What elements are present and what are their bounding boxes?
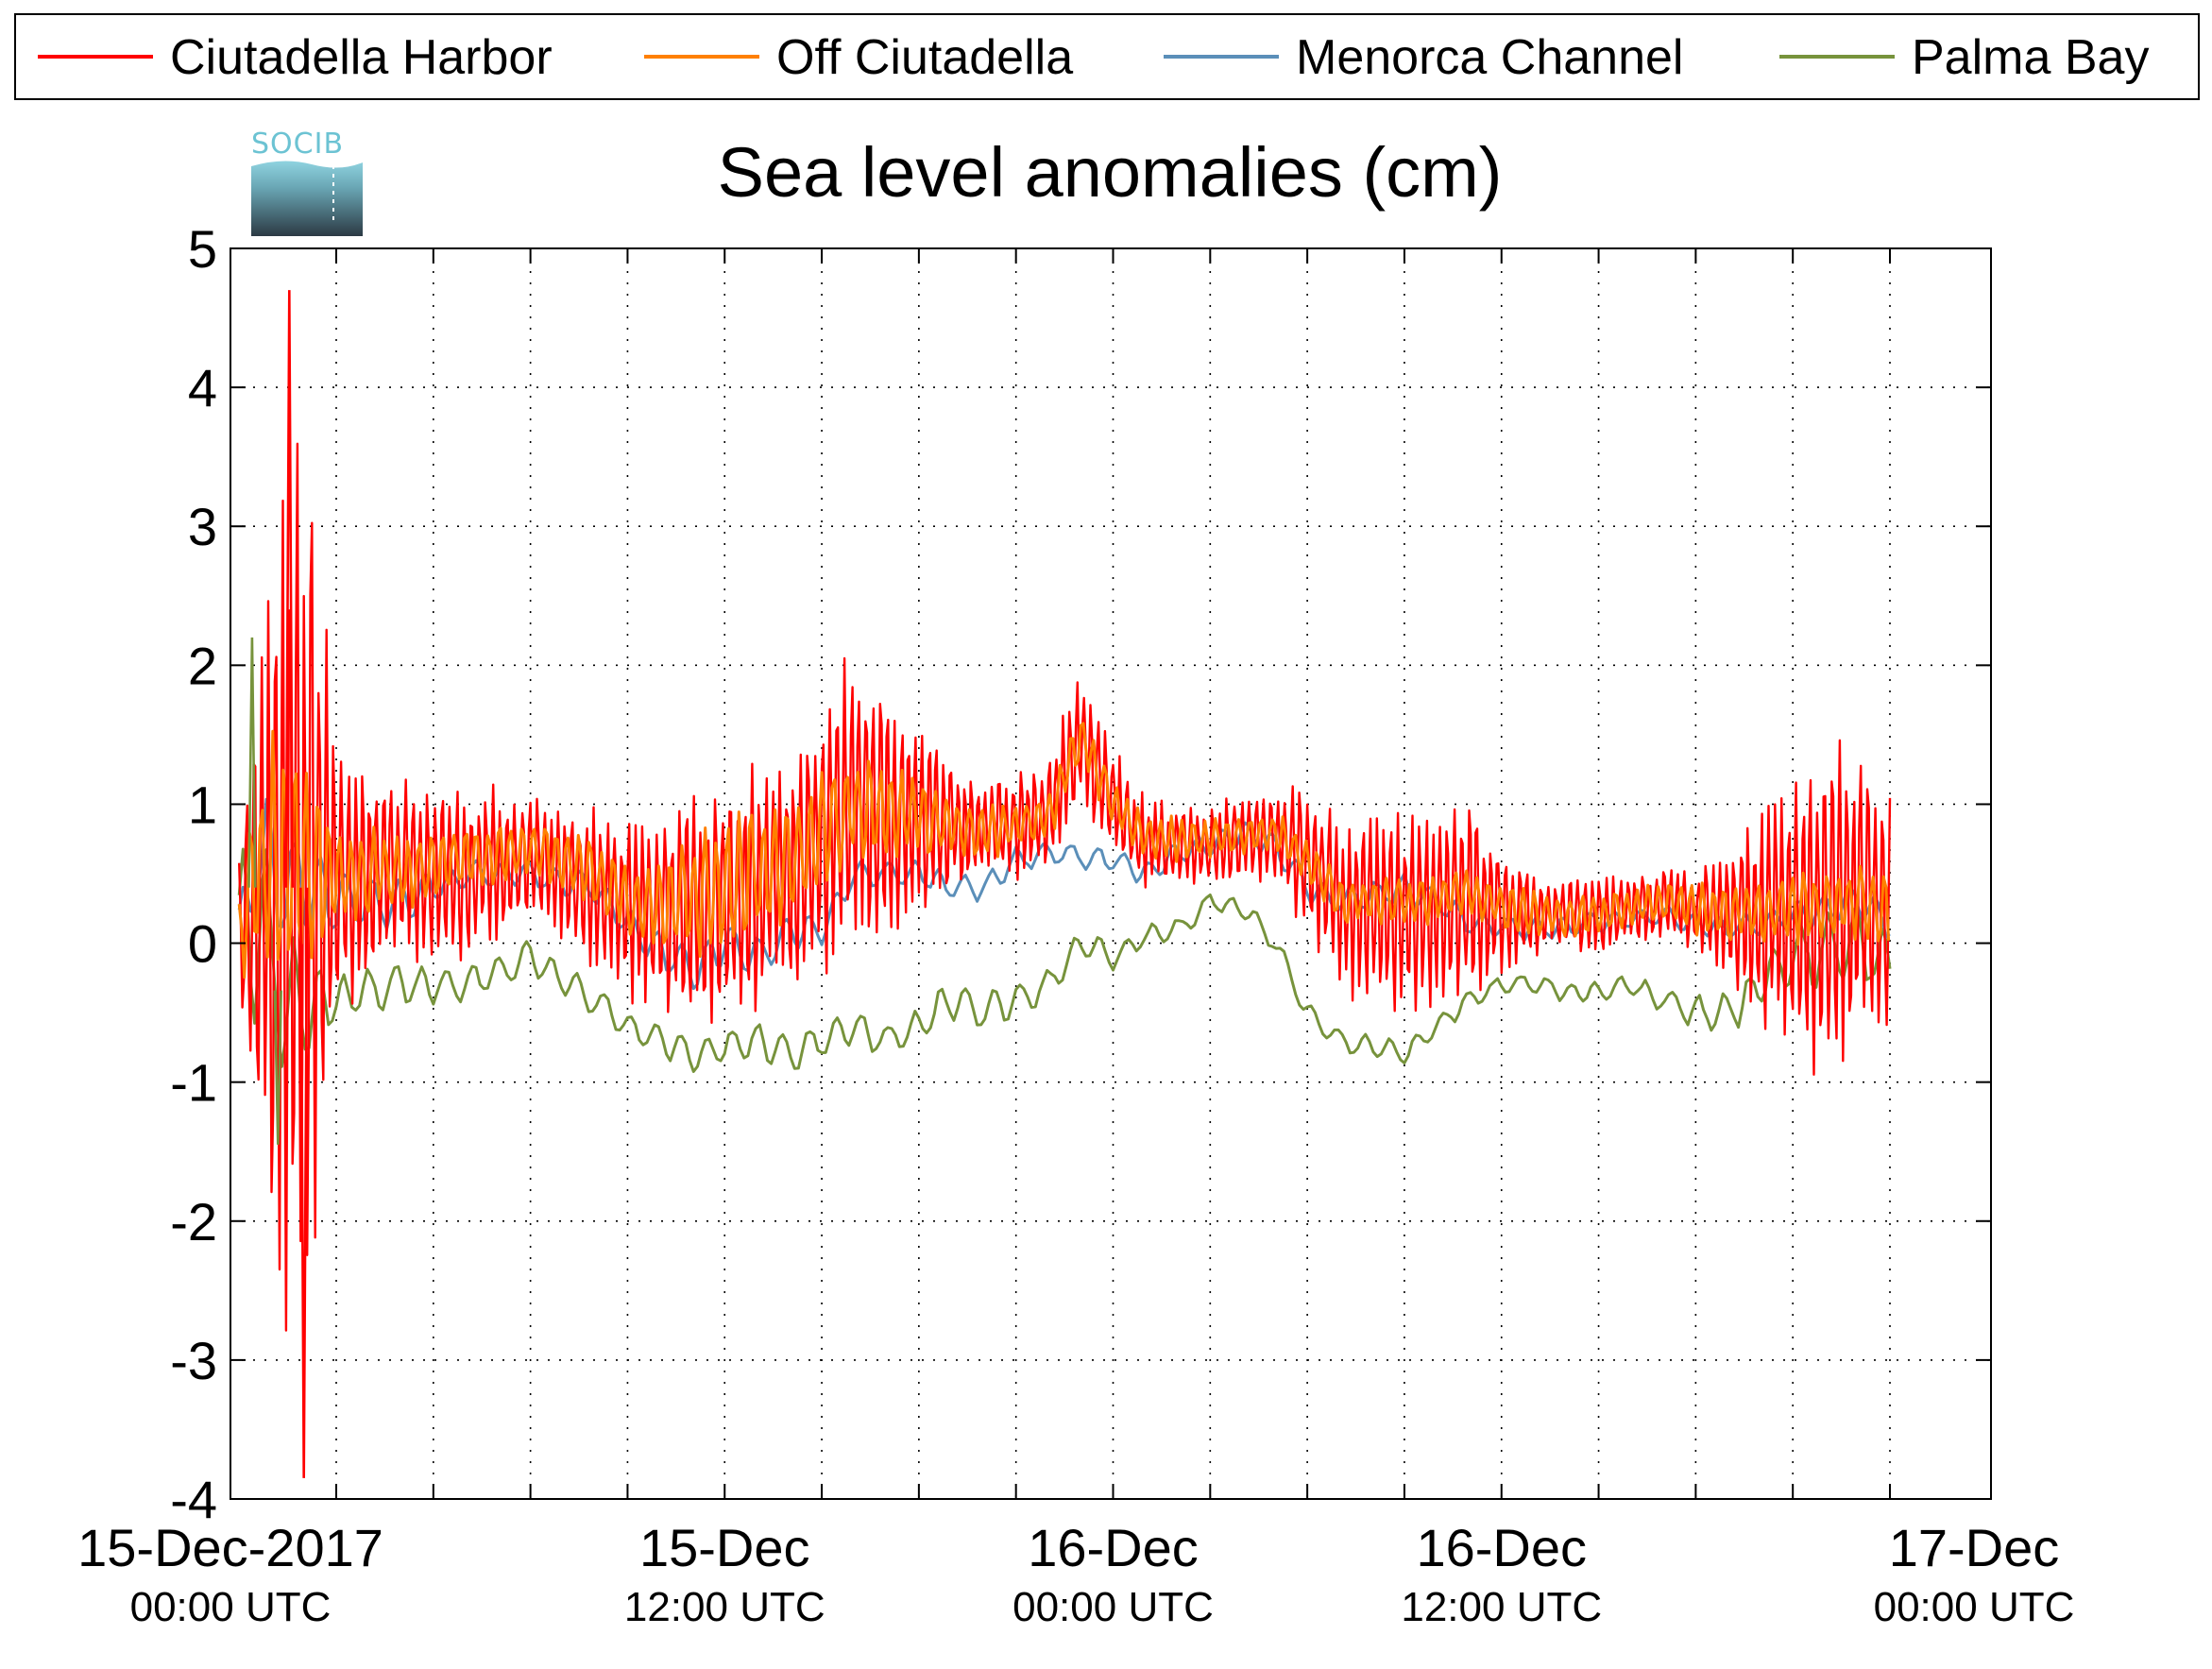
x-tick-label-date: 16-Dec: [1416, 1518, 1587, 1577]
series-line-palma-bay: [237, 847, 1892, 1073]
y-tick-label: 3: [188, 497, 217, 556]
series-line-ciutadella-harbor: [238, 442, 1892, 1332]
x-tick-label-time: 00:00 UTC: [1874, 1584, 2075, 1630]
y-tick-label: 0: [188, 914, 217, 974]
y-tick-label: -2: [170, 1192, 217, 1252]
legend-label-off-ciutadella: Off Ciutadella: [776, 30, 1073, 85]
series-extreme-spike: [247, 637, 282, 1145]
series-lines: [237, 290, 1892, 1478]
chart-title: Sea level anomalies (cm): [718, 133, 1503, 212]
logo-text: SOCIB: [251, 128, 344, 161]
socib-logo: SOCIB: [251, 128, 363, 236]
series-extreme-spike: [284, 290, 309, 1478]
series-line-off-ciutadella: [237, 722, 1891, 979]
x-tick-label-time: 00:00 UTC: [1012, 1584, 1214, 1630]
x-tick-label-date: 16-Dec: [1028, 1518, 1199, 1577]
x-tick-label-time: 12:00 UTC: [1401, 1584, 1602, 1630]
legend-item-ciutadella-harbor: Ciutadella Harbor: [38, 30, 553, 85]
plot-frame: [230, 247, 1992, 1500]
legend-label-menorca-channel: Menorca Channel: [1296, 30, 1683, 85]
y-tick-label: 1: [188, 775, 217, 834]
legend-label-palma-bay: Palma Bay: [1912, 30, 2149, 85]
legend-item-palma-bay: Palma Bay: [1779, 30, 2149, 85]
x-tick-label-time: 12:00 UTC: [624, 1584, 825, 1630]
y-tick-label: -1: [170, 1053, 217, 1113]
legend-item-menorca-channel: Menorca Channel: [1164, 30, 1683, 85]
x-tick-label-date: 15-Dec-2017: [77, 1518, 383, 1577]
legend: Ciutadella Harbor Off Ciutadella Menorca…: [14, 13, 2200, 100]
y-tick-label: 5: [188, 219, 217, 279]
y-tick-label: 4: [188, 358, 217, 417]
legend-label-ciutadella-harbor: Ciutadella Harbor: [170, 30, 553, 85]
y-tick-label: -3: [170, 1331, 217, 1390]
legend-item-off-ciutadella: Off Ciutadella: [644, 30, 1073, 85]
y-tick-label: -4: [170, 1470, 217, 1529]
x-axis: 15-Dec-2017 00:00 UTC 15-Dec 12:00 UTC 16-De…: [77, 248, 2074, 1630]
x-tick-label-date: 15-Dec: [639, 1518, 810, 1577]
logo-wave-icon: [251, 161, 363, 236]
y-axis: 5 4 3 2 1 0 -1 -2 -3 -4: [170, 219, 1991, 1529]
y-tick-label: 2: [188, 636, 217, 695]
x-tick-label-date: 17-Dec: [1889, 1518, 2060, 1577]
x-tick-label-time: 00:00 UTC: [130, 1584, 332, 1630]
